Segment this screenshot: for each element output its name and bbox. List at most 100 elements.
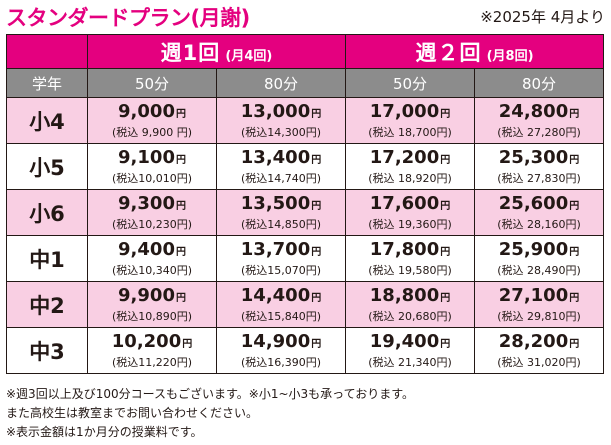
yen-mark: 円 xyxy=(311,339,322,350)
table-body: 小4 9,000円 (税込 9,900 円) 13,000円 (税込14,300円) 17… xyxy=(6,97,604,374)
price-table: 週1回 (月4回) 週２回 (月8回) 学年 50分 80分 50分 80分 小… xyxy=(6,34,604,374)
tax-included-price: (税込 21,340円) xyxy=(368,356,452,369)
footnote-line: また高校生は教室までお問い合わせください。 xyxy=(6,406,259,420)
price-cell: 13,400円 (税込14,740円) xyxy=(216,143,346,190)
tax-included-price: (税込 9,900 円) xyxy=(111,126,193,139)
table-row: 小5 9,100円 (税込10,010円) 13,400円 (税込14,740円) 17,… xyxy=(6,143,604,190)
yen-mark: 円 xyxy=(569,155,580,166)
monthly-price: 25,300 xyxy=(498,147,569,168)
price-cell: 14,400円 (税込15,840円) xyxy=(216,281,346,328)
price-cell: 13,500円 (税込14,850円) xyxy=(216,189,346,236)
yen-mark: 円 xyxy=(175,109,186,120)
grade-cell: 中1 xyxy=(6,235,88,282)
tax-included-price: (税込 28,490円) xyxy=(497,264,581,277)
tax-included-price: (税込 27,830円) xyxy=(497,172,581,185)
yen-mark: 円 xyxy=(182,339,193,350)
tax-included-price: (税込10,010円) xyxy=(111,172,193,185)
price-cell: 17,800円 (税込 19,580円) xyxy=(345,235,475,282)
price-cell: 13,000円 (税込14,300円) xyxy=(216,97,346,144)
grade-cell: 中2 xyxy=(6,281,88,328)
monthly-price: 25,900 xyxy=(498,239,569,260)
tax-included-price: (税込 18,700円) xyxy=(368,126,452,139)
monthly-price: 18,800 xyxy=(369,285,440,306)
monthly-price: 17,800 xyxy=(369,239,440,260)
tax-included-price: (税込15,070円) xyxy=(240,264,322,277)
table-row: 小6 9,300円 (税込10,230円) 13,500円 (税込14,850円) 17,… xyxy=(6,189,604,236)
monthly-price: 27,100 xyxy=(498,285,569,306)
tax-included-price: (税込14,850円) xyxy=(240,218,322,231)
duration-header: 80分 xyxy=(216,68,346,98)
table-row: 小4 9,000円 (税込 9,900 円) 13,000円 (税込14,300円) 17… xyxy=(6,97,604,144)
tax-included-price: (税込10,340円) xyxy=(111,264,193,277)
yen-mark: 円 xyxy=(440,247,451,258)
price-cell: 9,000円 (税込 9,900 円) xyxy=(87,97,217,144)
monthly-price: 13,500 xyxy=(240,193,311,214)
tax-included-price: (税込 18,920円) xyxy=(368,172,452,185)
yen-mark: 円 xyxy=(311,109,322,120)
yen-mark: 円 xyxy=(311,201,322,212)
yen-mark: 円 xyxy=(311,247,322,258)
price-cell: 9,900円 (税込10,890円) xyxy=(87,281,217,328)
footnote-line: ※表示金額は1か月分の授業料です。 xyxy=(6,425,203,439)
header-week1: 週1回 (月4回) xyxy=(87,34,346,69)
monthly-price: 9,900 xyxy=(118,285,175,306)
monthly-price: 19,400 xyxy=(369,331,440,352)
tax-included-price: (税込15,840円) xyxy=(240,310,322,323)
price-cell: 25,300円 (税込 27,830円) xyxy=(474,143,604,190)
monthly-price: 13,700 xyxy=(240,239,311,260)
tax-included-price: (税込11,220円) xyxy=(111,356,193,369)
page-title: スタンダードプラン(月謝) xyxy=(6,6,250,30)
yen-mark: 円 xyxy=(440,339,451,350)
yen-mark: 円 xyxy=(175,293,186,304)
price-cell: 10,200円 (税込11,220円) xyxy=(87,327,217,374)
monthly-price: 25,600 xyxy=(498,193,569,214)
price-cell: 14,900円 (税込16,390円) xyxy=(216,327,346,374)
yen-mark: 円 xyxy=(311,293,322,304)
monthly-price: 17,600 xyxy=(369,193,440,214)
monthly-price: 10,200 xyxy=(111,331,182,352)
duration-header: 80分 xyxy=(474,68,604,98)
week1-sublabel: (月4回) xyxy=(225,48,273,64)
table-row: 中1 9,400円 (税込10,340円) 13,700円 (税込15,070円) 17,… xyxy=(6,235,604,282)
week2-label: 週２回 xyxy=(415,40,482,65)
header-week2: 週２回 (月8回) xyxy=(345,34,604,69)
monthly-price: 17,200 xyxy=(369,147,440,168)
yen-mark: 円 xyxy=(569,201,580,212)
monthly-price: 24,800 xyxy=(498,101,569,122)
monthly-price: 14,400 xyxy=(240,285,311,306)
yen-mark: 円 xyxy=(175,155,186,166)
week2-sublabel: (月8回) xyxy=(486,48,534,64)
tax-included-price: (税込 20,680円) xyxy=(368,310,452,323)
header-empty-cell xyxy=(6,34,88,69)
week1-label: 週1回 xyxy=(160,40,221,65)
price-cell: 18,800円 (税込 20,680円) xyxy=(345,281,475,328)
tax-included-price: (税込16,390円) xyxy=(240,356,322,369)
footnote-line: ※週3回以上及び100分コースもございます。※小1~小3も承っております。 xyxy=(6,387,415,401)
duration-header: 50分 xyxy=(87,68,217,98)
yen-mark: 円 xyxy=(440,201,451,212)
yen-mark: 円 xyxy=(569,247,580,258)
monthly-price: 28,200 xyxy=(498,331,569,352)
price-cell: 25,600円 (税込 28,160円) xyxy=(474,189,604,236)
tax-included-price: (税込 19,360円) xyxy=(368,218,452,231)
price-cell: 27,100円 (税込 29,810円) xyxy=(474,281,604,328)
tax-included-price: (税込 31,020円) xyxy=(497,356,581,369)
price-cell: 17,600円 (税込 19,360円) xyxy=(345,189,475,236)
tax-included-price: (税込14,740円) xyxy=(240,172,322,185)
price-cell: 9,100円 (税込10,010円) xyxy=(87,143,217,190)
price-cell: 9,400円 (税込10,340円) xyxy=(87,235,217,282)
footnotes: ※週3回以上及び100分コースもございます。※小1~小3も承っております。 また… xyxy=(6,385,414,442)
price-cell: 19,400円 (税込 21,340円) xyxy=(345,327,475,374)
header-row-duration: 学年 50分 80分 50分 80分 xyxy=(6,68,604,98)
grade-cell: 小6 xyxy=(6,189,88,236)
yen-mark: 円 xyxy=(175,201,186,212)
yen-mark: 円 xyxy=(569,109,580,120)
monthly-price: 13,000 xyxy=(240,101,311,122)
monthly-price: 17,000 xyxy=(369,101,440,122)
tax-included-price: (税込14,300円) xyxy=(240,126,322,139)
price-cell: 24,800円 (税込 27,280円) xyxy=(474,97,604,144)
yen-mark: 円 xyxy=(311,155,322,166)
yen-mark: 円 xyxy=(175,247,186,258)
price-cell: 28,200円 (税込 31,020円) xyxy=(474,327,604,374)
tax-included-price: (税込10,890円) xyxy=(111,310,193,323)
